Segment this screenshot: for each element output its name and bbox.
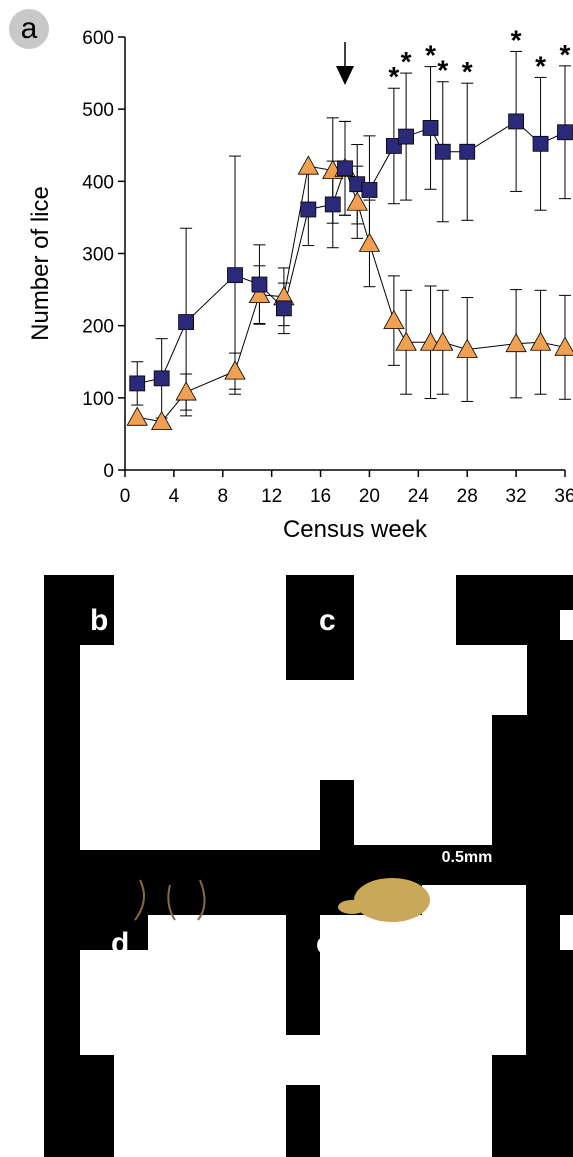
triangle-marker [432, 331, 454, 351]
y-tick-label: 0 [103, 461, 114, 482]
chart-error-bars [131, 50, 571, 419]
photo-light-area [354, 715, 492, 845]
triangle-marker [383, 309, 405, 330]
x-tick-label: 4 [169, 486, 180, 507]
significance-star: * [560, 39, 571, 70]
louse-image-c-head [338, 900, 366, 914]
triangle-marker [248, 283, 271, 304]
y-tick-label: 500 [82, 100, 114, 121]
panel-a-letter: a [21, 12, 38, 45]
photo-light-area [80, 645, 286, 680]
triangle-marker [224, 360, 246, 380]
triangle-marker [126, 406, 148, 426]
triangle-marker [456, 338, 478, 358]
square-marker [275, 300, 292, 317]
square-marker [324, 196, 341, 213]
square-marker [129, 375, 146, 392]
photo-panels: 0.5mm b c d e [44, 575, 573, 1157]
x-tick-label: 28 [457, 486, 478, 507]
significance-star: * [388, 61, 399, 92]
y-tick-label: 400 [82, 172, 114, 193]
square-marker [459, 143, 476, 160]
photo-light-area [114, 1055, 286, 1157]
square-marker [178, 314, 195, 330]
triangle-marker [529, 331, 552, 351]
panel-d-letter: d [111, 927, 129, 960]
square-marker [434, 143, 451, 160]
scale-bar-label: 0.5mm [442, 849, 493, 866]
x-tick-label: 16 [310, 486, 331, 507]
x-tick-label: 12 [261, 486, 282, 507]
triangle-marker [358, 232, 381, 252]
significance-star: * [425, 40, 436, 71]
y-tick-label: 100 [82, 389, 114, 410]
chart-markers [126, 113, 573, 431]
photo-light-area [80, 780, 320, 850]
x-tick-label: 32 [506, 486, 527, 507]
photo-light-area [422, 885, 526, 915]
chart-significance: * * * * *** * [388, 24, 570, 92]
scale-bar [458, 835, 492, 839]
significance-star: * [437, 55, 448, 86]
x-tick-label: 20 [359, 486, 380, 507]
x-tick-label: 24 [408, 486, 430, 507]
significance-star: * [462, 56, 473, 87]
square-marker [337, 160, 353, 177]
square-marker [227, 267, 243, 284]
photo-light-area [320, 915, 526, 1055]
photo-light-area [355, 1120, 492, 1157]
significance-star: * [511, 24, 522, 55]
louse-image-c [354, 878, 430, 922]
x-tick-label: 0 [120, 486, 131, 507]
triangle-marker [554, 336, 573, 356]
photo-light-areas [80, 575, 573, 1157]
photo-light-area [354, 645, 527, 715]
x-tick-label: 8 [217, 486, 228, 507]
photo-light-area [285, 1035, 320, 1085]
photo-light-area [114, 710, 355, 780]
panel-c-letter: c [319, 604, 336, 637]
significance-star: * [535, 50, 546, 81]
triangle-marker [150, 410, 173, 431]
panel-a-badge [9, 9, 49, 49]
chart-ticks: 0 100 200 300 400 500 600 0 4 8 12 16 20 24 28 32 36 [82, 28, 573, 507]
y-tick-label: 600 [82, 28, 114, 49]
treatment-arrow [336, 42, 354, 85]
square-marker [398, 128, 415, 145]
square-marker [557, 124, 573, 141]
square-marker [153, 370, 170, 387]
significance-star: * [401, 46, 412, 77]
square-marker [422, 120, 439, 136]
photo-light-area [560, 610, 573, 640]
chart-axes [124, 37, 565, 471]
square-marker [385, 138, 402, 154]
triangle-marker [346, 191, 368, 211]
panel-e-letter: e [316, 927, 333, 960]
triangle-marker [175, 381, 197, 401]
x-axis-title: Census week [283, 516, 428, 543]
photo-light-area [560, 915, 573, 950]
photo-light-area [80, 950, 286, 1055]
square-marker [300, 201, 317, 218]
square-marker [532, 135, 549, 152]
triangle-marker [297, 155, 320, 175]
y-tick-label: 200 [82, 317, 114, 338]
y-axis-title: Number of lice [27, 186, 54, 341]
square-marker [508, 113, 525, 130]
louse-image-b-legs [134, 879, 206, 921]
square-marker [361, 182, 378, 198]
x-tick-label: 36 [554, 486, 573, 507]
square-marker [251, 276, 268, 293]
triangle-marker [505, 332, 527, 353]
panel-b-letter: b [90, 604, 108, 637]
triangle-marker [395, 331, 417, 351]
y-tick-label: 300 [82, 245, 114, 266]
arrow-head [336, 66, 354, 85]
